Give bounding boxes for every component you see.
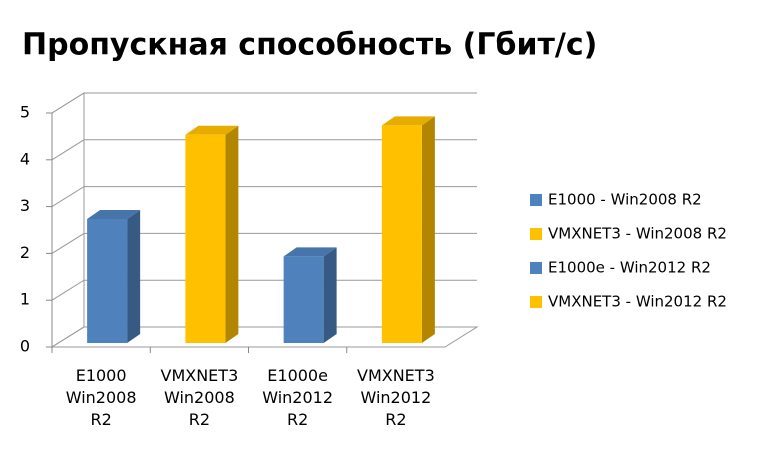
back-wall (51, 92, 85, 348)
y-tick-label: 4 (20, 149, 30, 168)
legend-label: E1000e - Win2012 R2 (548, 259, 711, 277)
bar-side (421, 116, 435, 343)
grid-line (51, 186, 477, 208)
bar-side (225, 125, 239, 344)
chart-title: Пропускная способность (Гбит/с) (22, 28, 597, 63)
grid-line (51, 92, 477, 114)
y-tick-label: 2 (20, 243, 30, 262)
grid-line (51, 326, 477, 348)
grid-line (51, 232, 477, 254)
x-tick-label: E1000 Win2008 R2 (65, 366, 137, 429)
bar-top (87, 209, 141, 219)
y-tick-label: 1 (20, 290, 30, 309)
grid-line (51, 279, 477, 301)
legend-label: VMXNET3 - Win2008 R2 (548, 225, 727, 243)
y-tick-label: 3 (20, 196, 30, 215)
legend-swatch (530, 262, 542, 274)
legend-swatch (530, 228, 542, 240)
bar (283, 256, 324, 343)
bar (87, 218, 128, 343)
legend-label: E1000 - Win2008 R2 (548, 191, 702, 209)
legend-swatch (530, 296, 542, 308)
x-tick-label: VMXNET3 Win2008 R2 (160, 366, 239, 429)
x-tick-label: E1000e Win2012 R2 (262, 366, 334, 429)
y-tick-label: 5 (20, 103, 30, 122)
bar-top (185, 125, 239, 135)
bar (185, 134, 226, 343)
legend-label: VMXNET3 - Win2012 R2 (548, 293, 727, 311)
grid-line (51, 139, 477, 161)
bar-top (283, 247, 337, 257)
bar (381, 125, 422, 343)
y-tick-label: 0 (20, 337, 30, 356)
bar-side (127, 209, 141, 343)
legend-swatch (530, 194, 542, 206)
x-tick-label: VMXNET3 Win2012 R2 (357, 366, 435, 429)
bar-top (381, 116, 435, 126)
bar-side (323, 247, 337, 343)
